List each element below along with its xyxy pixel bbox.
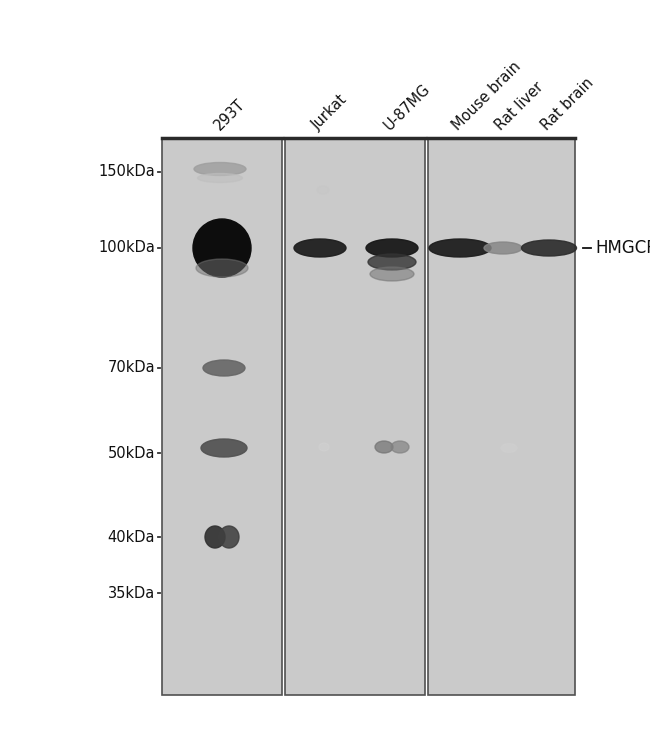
Text: Mouse brain: Mouse brain bbox=[449, 59, 524, 133]
Bar bbox=[162, 138, 282, 695]
Ellipse shape bbox=[366, 239, 418, 257]
Text: 293T: 293T bbox=[211, 96, 248, 133]
Ellipse shape bbox=[391, 441, 409, 453]
Text: HMGCR: HMGCR bbox=[595, 239, 650, 257]
Text: 35kDa: 35kDa bbox=[108, 585, 155, 601]
Ellipse shape bbox=[370, 267, 414, 281]
Text: 150kDa: 150kDa bbox=[98, 165, 155, 180]
Ellipse shape bbox=[484, 242, 522, 254]
Ellipse shape bbox=[194, 163, 246, 175]
Text: 50kDa: 50kDa bbox=[107, 446, 155, 460]
Text: Jurkat: Jurkat bbox=[309, 92, 350, 133]
Ellipse shape bbox=[205, 526, 225, 548]
Ellipse shape bbox=[375, 441, 393, 453]
Ellipse shape bbox=[193, 219, 251, 277]
Ellipse shape bbox=[429, 239, 491, 257]
Bar bbox=[285, 138, 425, 695]
Bar bbox=[428, 138, 575, 695]
Ellipse shape bbox=[219, 526, 239, 548]
Text: 70kDa: 70kDa bbox=[107, 361, 155, 375]
Text: Rat brain: Rat brain bbox=[538, 75, 597, 133]
Ellipse shape bbox=[521, 240, 577, 256]
Ellipse shape bbox=[201, 439, 247, 457]
Ellipse shape bbox=[294, 239, 346, 257]
Ellipse shape bbox=[501, 443, 517, 452]
Ellipse shape bbox=[196, 259, 248, 277]
Ellipse shape bbox=[198, 174, 242, 183]
Text: Rat liver: Rat liver bbox=[493, 79, 546, 133]
Text: U-87MG: U-87MG bbox=[382, 81, 434, 133]
Ellipse shape bbox=[368, 254, 416, 270]
Ellipse shape bbox=[317, 186, 329, 194]
Text: 100kDa: 100kDa bbox=[98, 240, 155, 256]
Ellipse shape bbox=[319, 443, 329, 451]
Ellipse shape bbox=[203, 360, 245, 376]
Text: 40kDa: 40kDa bbox=[107, 530, 155, 545]
